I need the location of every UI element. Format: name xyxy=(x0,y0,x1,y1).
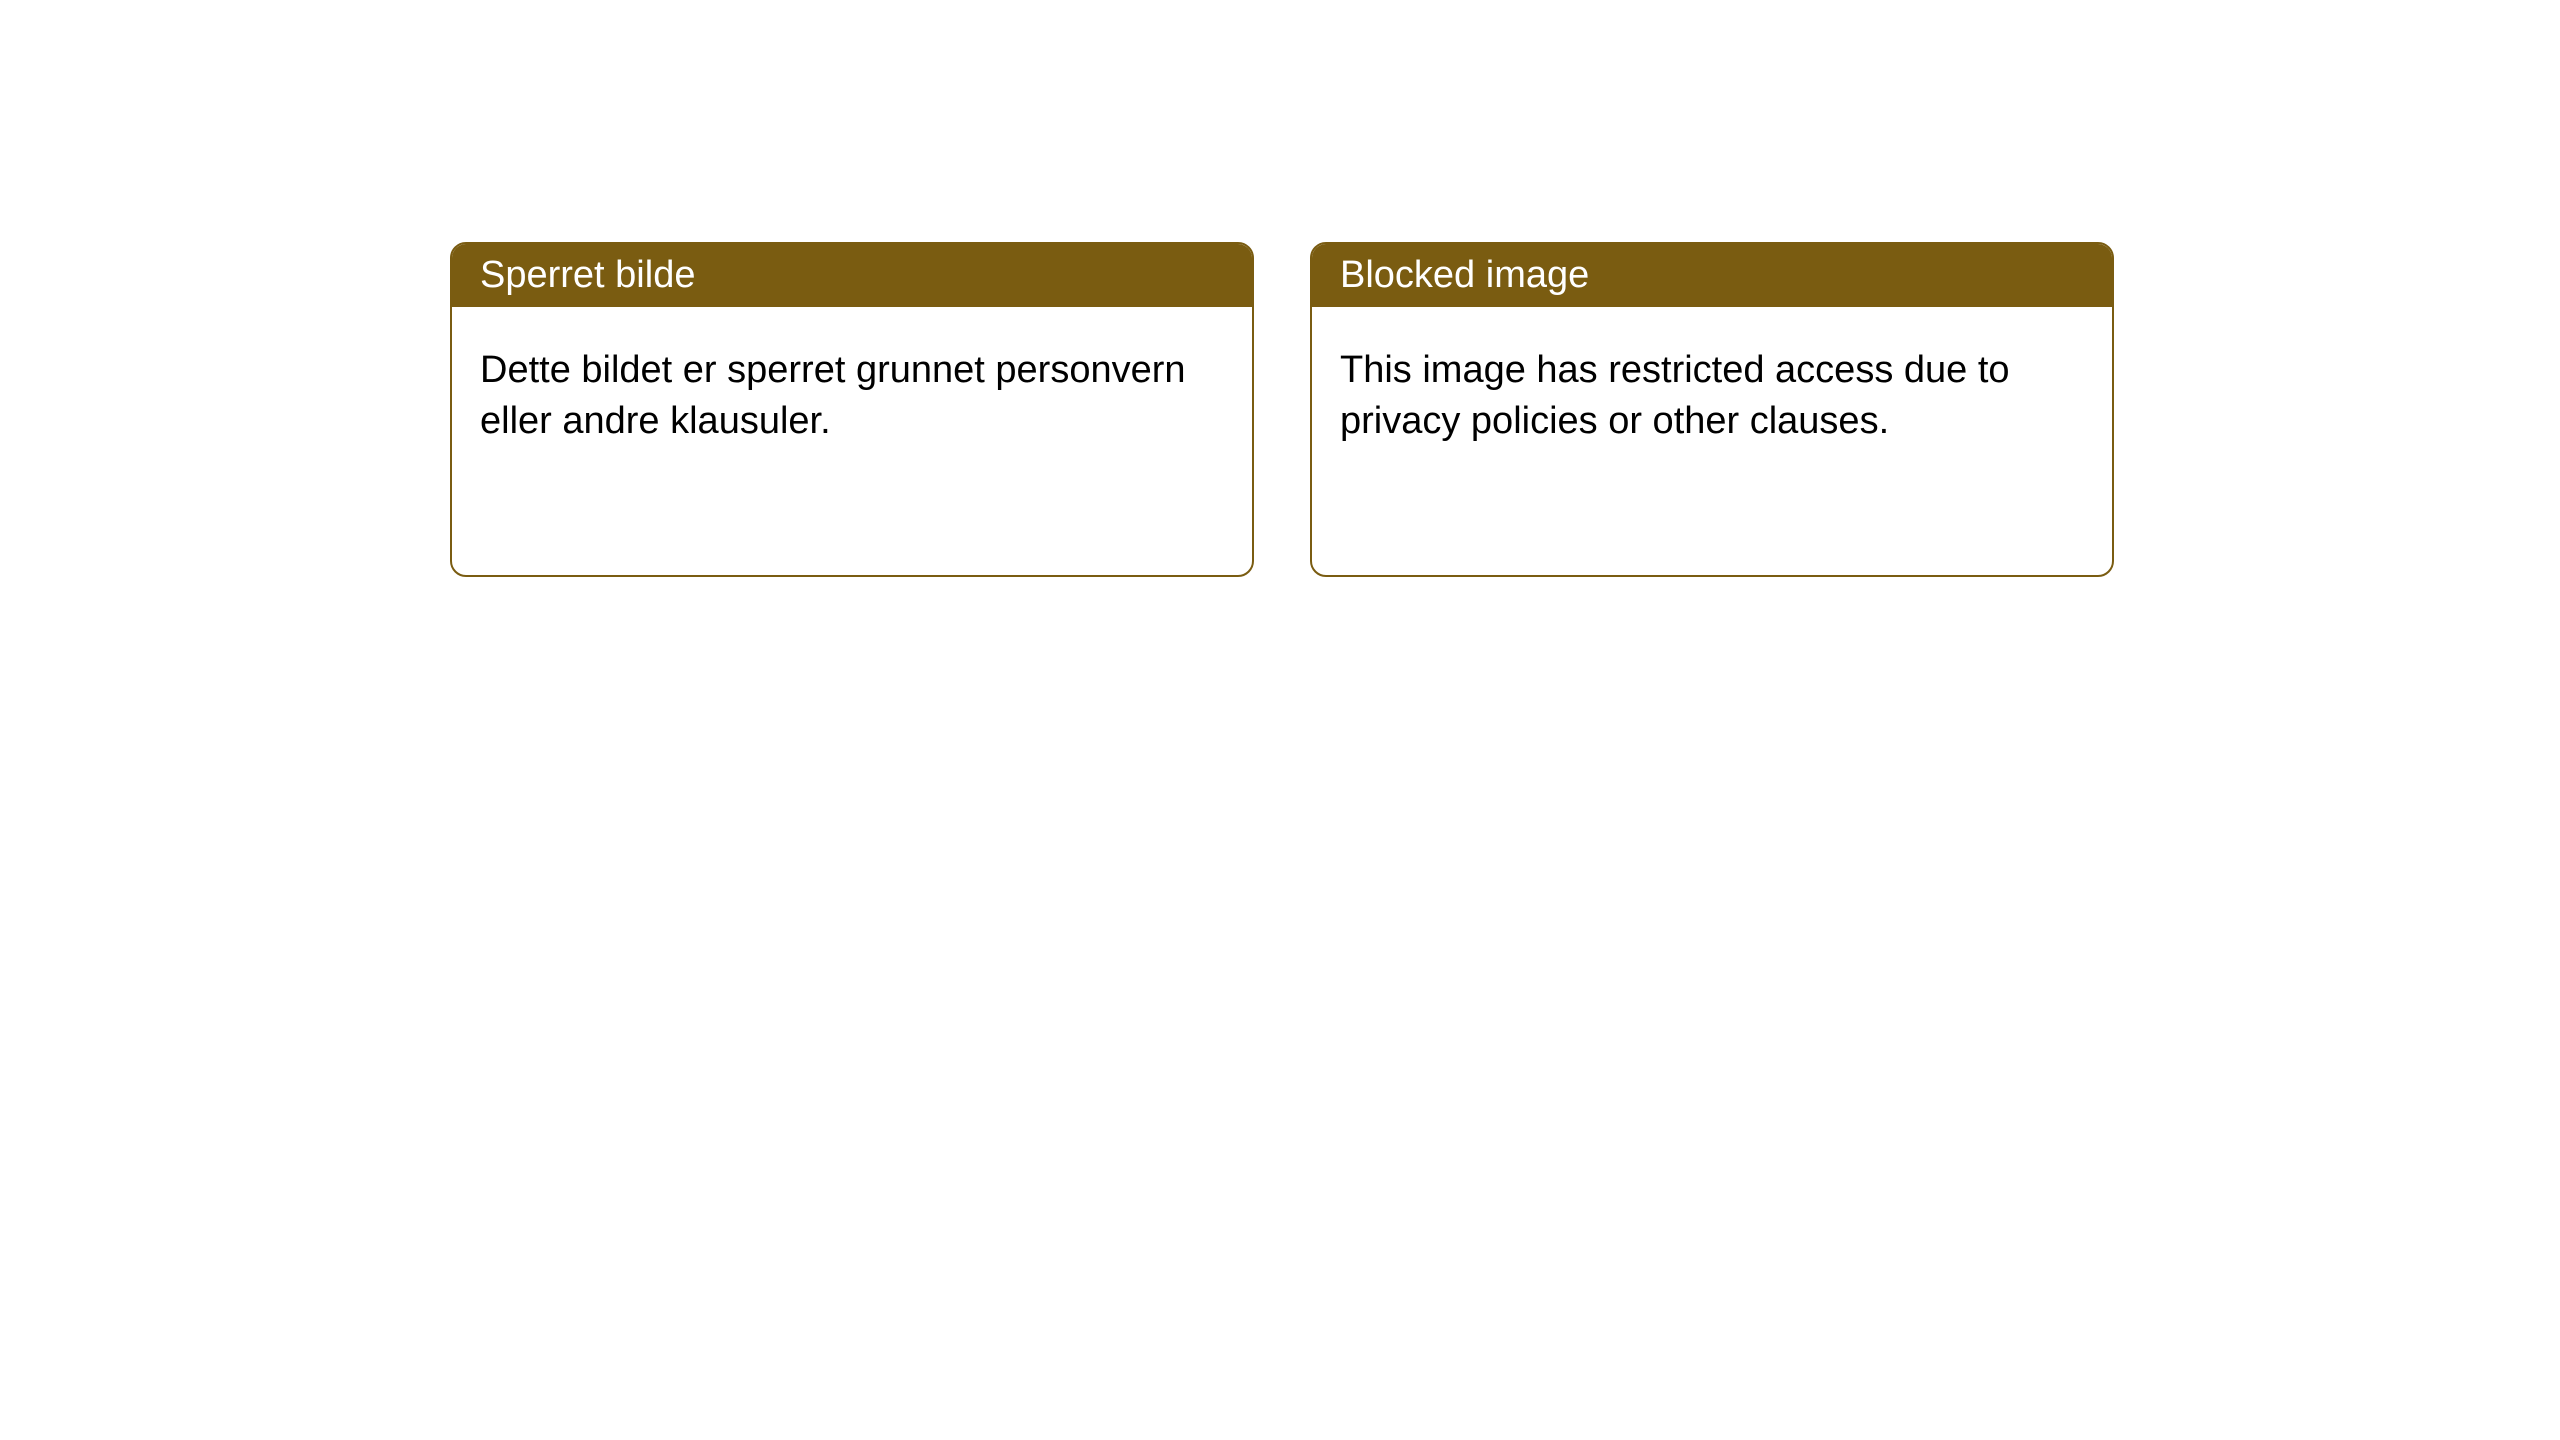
notice-title: Sperret bilde xyxy=(452,244,1252,307)
notice-title: Blocked image xyxy=(1312,244,2112,307)
notice-card-english: Blocked image This image has restricted … xyxy=(1310,242,2114,577)
notice-body: This image has restricted access due to … xyxy=(1312,307,2112,486)
notice-card-norwegian: Sperret bilde Dette bildet er sperret gr… xyxy=(450,242,1254,577)
notice-container: Sperret bilde Dette bildet er sperret gr… xyxy=(0,0,2560,577)
notice-body: Dette bildet er sperret grunnet personve… xyxy=(452,307,1252,486)
